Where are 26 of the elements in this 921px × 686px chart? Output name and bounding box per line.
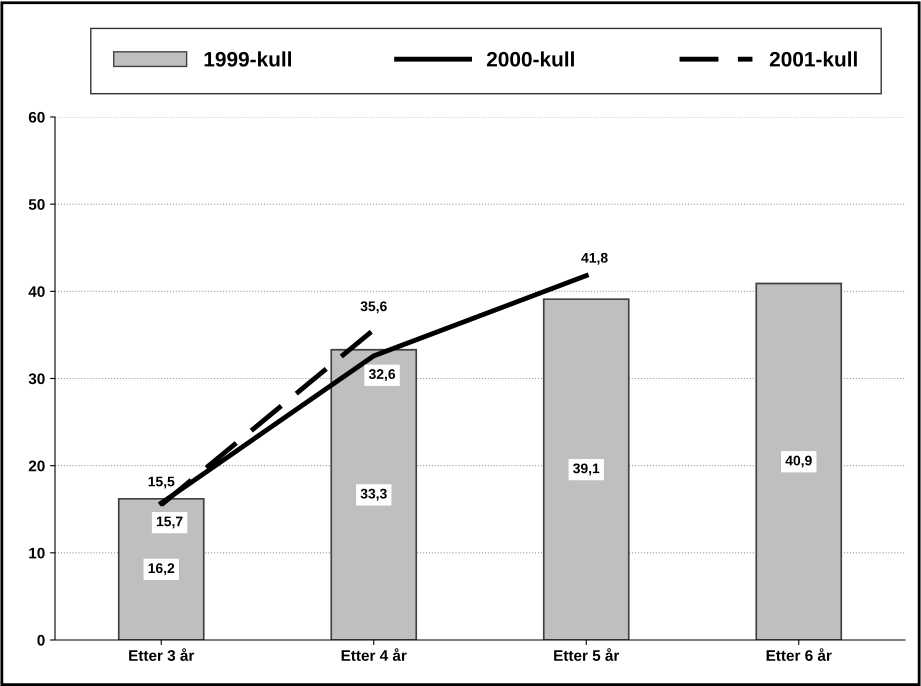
data-label: 16,2 [148, 563, 174, 576]
legend-label: 2001-kull [770, 51, 857, 67]
data-label: 15,5 [148, 476, 174, 488]
legend-label: 1999-kull [204, 51, 291, 67]
y-tick-label: 0 [37, 634, 45, 646]
data-label: 40,9 [785, 456, 812, 468]
y-tick-label: 50 [28, 199, 45, 210]
x-tick-label: Etter 6 år [766, 648, 832, 661]
y-tick-label: 30 [28, 373, 45, 384]
legend-label: 2000-kull [486, 51, 574, 67]
y-tick-label: 10 [29, 548, 45, 559]
x-tick-label: Etter 4 år [342, 648, 407, 661]
bar [755, 282, 842, 640]
data-label: 35,6 [360, 301, 387, 314]
y-tick-label: 20 [28, 460, 45, 472]
y-tick-label: 40 [28, 286, 45, 298]
data-label: 32,6 [368, 369, 396, 382]
data-label: 41,8 [581, 252, 608, 265]
data-label: 15,7 [156, 516, 182, 528]
y-tick-label: 60 [28, 112, 45, 123]
bar [118, 498, 205, 640]
bar [542, 298, 630, 640]
data-label: 39,1 [573, 463, 600, 476]
data-label: 33,3 [360, 488, 387, 501]
x-tick-label: Etter 5 år [554, 648, 620, 661]
x-tick-label: Etter 3 år [129, 648, 194, 661]
